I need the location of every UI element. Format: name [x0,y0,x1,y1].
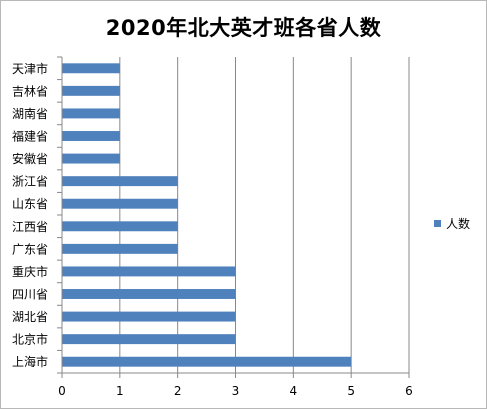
x-tick-label: 1 [116,384,124,398]
gridlines [119,57,410,373]
category-label: 江西省 [12,220,48,234]
category-label: 湖南省 [12,106,48,121]
legend-swatch [434,220,441,227]
x-tick-label: 4 [290,384,298,398]
category-label: 山东省 [12,197,48,211]
bar [62,108,120,119]
bar [62,153,120,164]
category-label: 四川省 [12,288,48,302]
category-label: 重庆市 [12,264,48,279]
bar [62,356,352,367]
category-label: 天津市 [12,61,48,76]
bar [62,266,236,277]
x-tick-label: 3 [232,384,240,398]
bar [62,334,236,345]
axes [57,56,410,378]
legend: 人数 [434,216,470,231]
x-tick-label: 5 [347,384,355,398]
x-tick-label: 0 [58,384,66,398]
category-label: 北京市 [12,332,48,347]
x-axis-labels: 0 1 2 3 4 5 6 [58,384,413,398]
chart-title: 2020年北大英才班各省人数 [105,16,382,40]
x-tick-label: 6 [405,384,413,398]
category-label: 上海市 [12,354,48,369]
bar [62,131,120,141]
bar [62,85,120,96]
category-label: 广东省 [12,242,48,256]
bar [62,243,178,254]
bars [62,63,352,367]
x-tick-label: 2 [174,384,182,398]
y-axis-labels: 天津市吉林省湖南省福建省安徽省浙江省山东省江西省广东省重庆市四川省湖北省北京市上… [12,61,48,369]
legend-label: 人数 [446,216,470,231]
category-label: 安徽省 [12,151,48,166]
bar [62,221,178,232]
category-label: 吉林省 [12,84,48,98]
category-label: 浙江省 [12,175,48,189]
category-label: 湖北省 [12,309,48,324]
bar [62,63,120,74]
bar [62,176,178,187]
bar [62,311,236,322]
bar [62,198,178,209]
category-label: 福建省 [12,129,48,144]
bar [62,289,236,299]
